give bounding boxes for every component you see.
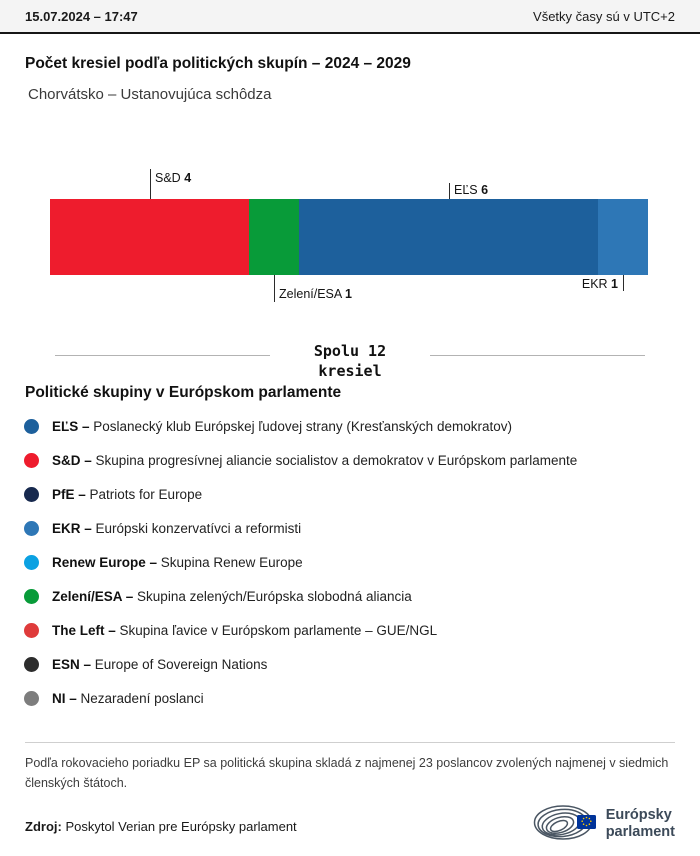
group-description: Európski konzervatívci a reformisti bbox=[95, 521, 302, 536]
group-color-dot bbox=[24, 521, 39, 536]
legend-list: EĽS – Poslanecký klub Európskej ľudovej … bbox=[0, 410, 700, 716]
total-seats-row: Spolu 12 kresiel bbox=[55, 341, 645, 382]
source-text: Poskytol Verian pre Európsky parlament bbox=[61, 818, 297, 834]
group-description: Patriots for Europe bbox=[89, 487, 203, 502]
ep-logo-text: Európsky parlament bbox=[606, 807, 675, 840]
bar-label-tick bbox=[150, 169, 151, 199]
group-description: Europe of Sovereign Nations bbox=[94, 657, 268, 672]
group-description: Poslanecký klub Európskej ľudovej strany… bbox=[93, 419, 512, 434]
group-name: ESN – bbox=[52, 657, 92, 672]
legend-heading: Politické skupiny v Európskom parlamente bbox=[25, 383, 342, 401]
group-color-dot bbox=[24, 453, 39, 468]
total-seats-label: Spolu 12 kresiel bbox=[314, 341, 386, 382]
footnote: Podľa rokovacieho poriadku EP sa politic… bbox=[25, 755, 669, 791]
group-description: Skupina zelených/Európska slobodná alian… bbox=[137, 589, 412, 604]
group-description: Skupina ľavice v Európskom parlamente – … bbox=[119, 623, 438, 638]
seat-bar bbox=[50, 199, 648, 275]
bar-label-seats: 6 bbox=[481, 183, 489, 197]
source-label: Zdroj: bbox=[25, 818, 62, 834]
bar-label-tick bbox=[623, 275, 624, 291]
bar-label: Zelení/ESA 1 bbox=[279, 287, 352, 301]
group-description: Nezaradení poslanci bbox=[80, 691, 204, 706]
group-name: PfE – bbox=[52, 487, 86, 502]
ep-hemicycle-icon bbox=[533, 805, 596, 840]
source-line: Zdroj: Poskytol Verian pre Európsky parl… bbox=[25, 819, 297, 834]
group-color-dot bbox=[24, 657, 39, 672]
bar-label-seats: 4 bbox=[184, 171, 192, 185]
legend-item: The Left – Skupina ľavice v Európskom pa… bbox=[0, 614, 700, 648]
bar-label-tick bbox=[449, 183, 450, 199]
footer: Zdroj: Poskytol Verian pre Európsky parl… bbox=[25, 800, 675, 848]
group-name: NI – bbox=[52, 691, 77, 706]
bar-label-group: S&D bbox=[155, 171, 185, 185]
total-seats-line2: kresiel bbox=[318, 362, 382, 381]
bar-segment bbox=[249, 199, 300, 275]
legend-item: EKR – Európski konzervatívci a reformist… bbox=[0, 512, 700, 546]
bar-label-seats: 1 bbox=[345, 287, 352, 301]
bar-label-tick bbox=[274, 275, 275, 302]
bar-label-group: Zelení/ESA bbox=[279, 287, 346, 301]
total-seats-line1: Spolu 12 bbox=[313, 342, 387, 360]
group-name: Renew Europe – bbox=[52, 555, 158, 570]
bar-segment bbox=[299, 199, 599, 275]
group-name: The Left – bbox=[52, 623, 116, 638]
bar-label-group: EĽS bbox=[454, 183, 482, 197]
legend-item: PfE – Patriots for Europe bbox=[0, 478, 700, 512]
report-datetime: 15.07.2024 – 17:47 bbox=[25, 8, 138, 24]
eu-flag-icon bbox=[576, 814, 596, 829]
group-color-dot bbox=[24, 419, 39, 434]
footnote-divider bbox=[25, 741, 675, 743]
legend-item: Renew Europe – Skupina Renew Europe bbox=[0, 546, 700, 580]
timezone-note: Všetky časy sú v UTC+2 bbox=[533, 8, 675, 24]
group-color-dot bbox=[24, 691, 39, 706]
divider-line-right bbox=[430, 355, 645, 356]
legend-item: NI – Nezaradení poslanci bbox=[0, 682, 700, 716]
group-name: S&D – bbox=[52, 453, 92, 468]
bar-label-seats: 1 bbox=[611, 277, 618, 291]
group-name: EĽS – bbox=[52, 419, 90, 434]
page-subtitle: Chorvátsko – Ustanovujúca schôdza bbox=[28, 86, 272, 103]
bar-segment bbox=[598, 199, 648, 275]
bar-label: S&D 4 bbox=[155, 171, 191, 185]
legend-item: EĽS – Poslanecký klub Európskej ľudovej … bbox=[0, 410, 700, 444]
group-color-dot bbox=[24, 555, 39, 570]
group-color-dot bbox=[24, 487, 39, 502]
bar-segment bbox=[50, 199, 250, 275]
group-description: Skupina Renew Europe bbox=[160, 555, 303, 570]
legend-item: Zelení/ESA – Skupina zelených/Európska s… bbox=[0, 580, 700, 614]
bar-label: EĽS 6 bbox=[454, 183, 488, 197]
legend-item: ESN – Europe of Sovereign Nations bbox=[0, 648, 700, 682]
group-name: Zelení/ESA – bbox=[52, 589, 134, 604]
ep-logo-line1: Európsky bbox=[605, 807, 672, 824]
page-title: Počet kresiel podľa politických skupín –… bbox=[25, 55, 411, 72]
bar-label-group: EKR bbox=[581, 277, 612, 291]
group-description: Skupina progresívnej aliancie socialisto… bbox=[95, 453, 578, 468]
group-name: EKR – bbox=[52, 521, 92, 536]
group-color-dot bbox=[24, 623, 39, 638]
seat-distribution-chart: S&D 4 Zelení/ESA 1 EĽS 6 EKR 1 bbox=[50, 139, 648, 309]
legend-item: S&D – Skupina progresívnej aliancie soci… bbox=[0, 444, 700, 478]
divider-line-left bbox=[55, 355, 270, 356]
ep-logo: Európsky parlament bbox=[530, 800, 675, 848]
group-color-dot bbox=[24, 589, 39, 604]
bar-label: EKR 1 bbox=[582, 277, 618, 291]
ep-logo-line2: parlament bbox=[605, 823, 675, 840]
topbar: 15.07.2024 – 17:47 Všetky časy sú v UTC+… bbox=[0, 0, 700, 34]
